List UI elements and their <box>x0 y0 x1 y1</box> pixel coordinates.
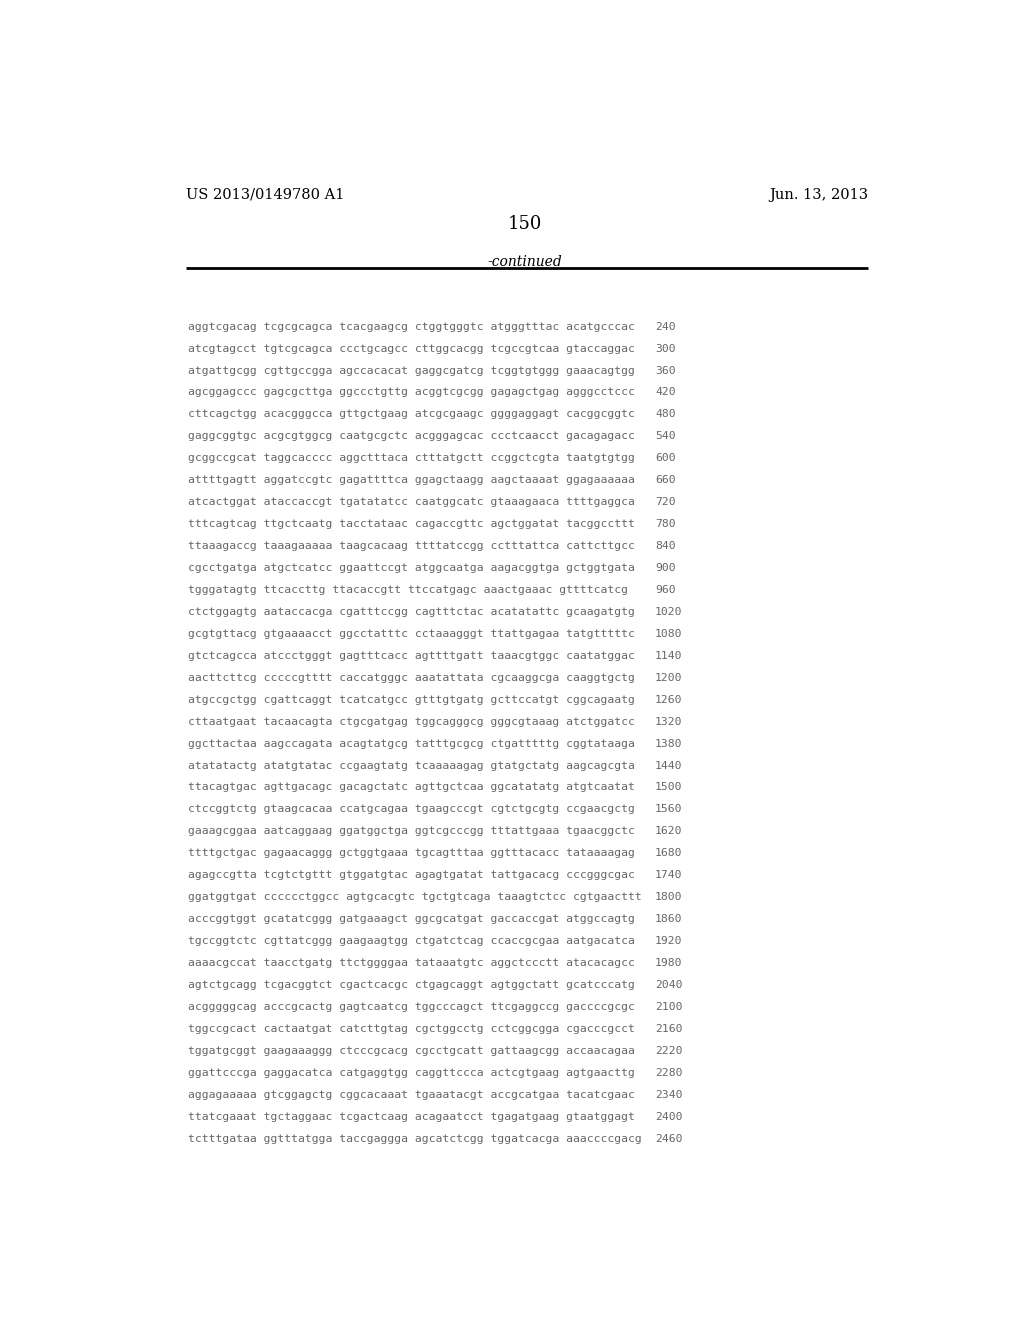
Text: ttttgctgac gagaacaggg gctggtgaaa tgcagtttaa ggtttacacc tataaaagag: ttttgctgac gagaacaggg gctggtgaaa tgcagtt… <box>188 849 635 858</box>
Text: atatatactg atatgtatac ccgaagtatg tcaaaaagag gtatgctatg aagcagcgta: atatatactg atatgtatac ccgaagtatg tcaaaaa… <box>188 760 635 771</box>
Text: 720: 720 <box>655 498 676 507</box>
Text: tgccggtctc cgttatcggg gaagaagtgg ctgatctcag ccaccgcgaa aatgacatca: tgccggtctc cgttatcggg gaagaagtgg ctgatct… <box>188 936 635 946</box>
Text: -continued: -continued <box>487 255 562 269</box>
Text: gaaagcggaa aatcaggaag ggatggctga ggtcgcccgg tttattgaaa tgaacggctc: gaaagcggaa aatcaggaag ggatggctga ggtcgcc… <box>188 826 635 837</box>
Text: atcgtagcct tgtcgcagca ccctgcagcc cttggcacgg tcgccgtcaa gtaccaggac: atcgtagcct tgtcgcagca ccctgcagcc cttggca… <box>188 343 635 354</box>
Text: atgccgctgg cgattcaggt tcatcatgcc gtttgtgatg gcttccatgt cggcagaatg: atgccgctgg cgattcaggt tcatcatgcc gtttgtg… <box>188 694 635 705</box>
Text: 1380: 1380 <box>655 739 683 748</box>
Text: 1920: 1920 <box>655 936 683 946</box>
Text: 2340: 2340 <box>655 1090 683 1100</box>
Text: ttaaagaccg taaagaaaaa taagcacaag ttttatccgg cctttattca cattcttgcc: ttaaagaccg taaagaaaaa taagcacaag ttttatc… <box>188 541 635 550</box>
Text: 540: 540 <box>655 432 676 441</box>
Text: ggcttactaa aagccagata acagtatgcg tatttgcgcg ctgatttttg cggtataaga: ggcttactaa aagccagata acagtatgcg tatttgc… <box>188 739 635 748</box>
Text: attttgagtt aggatccgtc gagattttca ggagctaagg aagctaaaat ggagaaaaaa: attttgagtt aggatccgtc gagattttca ggagcta… <box>188 475 635 486</box>
Text: 900: 900 <box>655 564 676 573</box>
Text: atcactggat ataccaccgt tgatatatcc caatggcatc gtaaagaaca ttttgaggca: atcactggat ataccaccgt tgatatatcc caatggc… <box>188 498 635 507</box>
Text: tttcagtcag ttgctcaatg tacctataac cagaccgttc agctggatat tacggccttt: tttcagtcag ttgctcaatg tacctataac cagaccg… <box>188 519 635 529</box>
Text: 2460: 2460 <box>655 1134 683 1143</box>
Text: 1080: 1080 <box>655 628 683 639</box>
Text: aggagaaaaa gtcggagctg cggcacaaat tgaaatacgt accgcatgaa tacatcgaac: aggagaaaaa gtcggagctg cggcacaaat tgaaata… <box>188 1090 635 1100</box>
Text: 600: 600 <box>655 453 676 463</box>
Text: aaaacgccat taacctgatg ttctggggaa tataaatgtc aggctccctt atacacagcc: aaaacgccat taacctgatg ttctggggaa tataaat… <box>188 958 635 968</box>
Text: ggatggtgat cccccctggcc agtgcacgtc tgctgtcaga taaagtctcc cgtgaacttt: ggatggtgat cccccctggcc agtgcacgtc tgctgt… <box>188 892 642 902</box>
Text: 1500: 1500 <box>655 783 683 792</box>
Text: 1200: 1200 <box>655 673 683 682</box>
Text: 1020: 1020 <box>655 607 683 616</box>
Text: ttatcgaaat tgctaggaac tcgactcaag acagaatcct tgagatgaag gtaatggagt: ttatcgaaat tgctaggaac tcgactcaag acagaat… <box>188 1111 635 1122</box>
Text: atgattgcgg cgttgccgga agccacacat gaggcgatcg tcggtgtggg gaaacagtgg: atgattgcgg cgttgccgga agccacacat gaggcga… <box>188 366 635 375</box>
Text: 1140: 1140 <box>655 651 683 661</box>
Text: cttcagctgg acacgggcca gttgctgaag atcgcgaagc ggggaggagt cacggcggtc: cttcagctgg acacgggcca gttgctgaag atcgcga… <box>188 409 635 420</box>
Text: 480: 480 <box>655 409 676 420</box>
Text: 960: 960 <box>655 585 676 595</box>
Text: cgcctgatga atgctcatcc ggaattccgt atggcaatga aagacggtga gctggtgata: cgcctgatga atgctcatcc ggaattccgt atggcaa… <box>188 564 635 573</box>
Text: gaggcggtgc acgcgtggcg caatgcgctc acgggagcac ccctcaacct gacagagacc: gaggcggtgc acgcgtggcg caatgcgctc acgggag… <box>188 432 635 441</box>
Text: Jun. 13, 2013: Jun. 13, 2013 <box>769 187 868 202</box>
Text: ctctggagtg aataccacga cgatttccgg cagtttctac acatatattc gcaagatgtg: ctctggagtg aataccacga cgatttccgg cagtttc… <box>188 607 635 616</box>
Text: aggtcgacag tcgcgcagca tcacgaagcg ctggtgggtc atgggtttac acatgcccac: aggtcgacag tcgcgcagca tcacgaagcg ctggtgg… <box>188 322 635 331</box>
Text: tgggatagtg ttcaccttg ttacaccgtt ttccatgagc aaactgaaac gttttcatcg: tgggatagtg ttcaccttg ttacaccgtt ttccatga… <box>188 585 629 595</box>
Text: 2160: 2160 <box>655 1024 683 1034</box>
Text: tctttgataa ggtttatgga taccgaggga agcatctcgg tggatcacga aaaccccgacg: tctttgataa ggtttatgga taccgaggga agcatct… <box>188 1134 642 1143</box>
Text: 1620: 1620 <box>655 826 683 837</box>
Text: acccggtggt gcatatcggg gatgaaagct ggcgcatgat gaccaccgat atggccagtg: acccggtggt gcatatcggg gatgaaagct ggcgcat… <box>188 915 635 924</box>
Text: 2040: 2040 <box>655 979 683 990</box>
Text: ttacagtgac agttgacagc gacagctatc agttgctcaa ggcatatatg atgtcaatat: ttacagtgac agttgacagc gacagctatc agttgct… <box>188 783 635 792</box>
Text: gtctcagcca atccctgggt gagtttcacc agttttgatt taaacgtggc caatatggac: gtctcagcca atccctgggt gagtttcacc agttttg… <box>188 651 635 661</box>
Text: 300: 300 <box>655 343 676 354</box>
Text: 2220: 2220 <box>655 1045 683 1056</box>
Text: tggatgcggt gaagaaaggg ctcccgcacg cgcctgcatt gattaagcgg accaacagaa: tggatgcggt gaagaaaggg ctcccgcacg cgcctgc… <box>188 1045 635 1056</box>
Text: 1740: 1740 <box>655 870 683 880</box>
Text: 1260: 1260 <box>655 694 683 705</box>
Text: gcggccgcat taggcacccc aggctttaca ctttatgctt ccggctcgta taatgtgtgg: gcggccgcat taggcacccc aggctttaca ctttatg… <box>188 453 635 463</box>
Text: acgggggcag acccgcactg gagtcaatcg tggcccagct ttcgaggccg gaccccgcgc: acgggggcag acccgcactg gagtcaatcg tggccca… <box>188 1002 635 1012</box>
Text: agcggagccc gagcgcttga ggccctgttg acggtcgcgg gagagctgag agggcctccc: agcggagccc gagcgcttga ggccctgttg acggtcg… <box>188 388 635 397</box>
Text: 1320: 1320 <box>655 717 683 726</box>
Text: agtctgcagg tcgacggtct cgactcacgc ctgagcaggt agtggctatt gcatcccatg: agtctgcagg tcgacggtct cgactcacgc ctgagca… <box>188 979 635 990</box>
Text: 1800: 1800 <box>655 892 683 902</box>
Text: 1860: 1860 <box>655 915 683 924</box>
Text: ctccggtctg gtaagcacaa ccatgcagaa tgaagcccgt cgtctgcgtg ccgaacgctg: ctccggtctg gtaagcacaa ccatgcagaa tgaagcc… <box>188 804 635 814</box>
Text: 780: 780 <box>655 519 676 529</box>
Text: 1980: 1980 <box>655 958 683 968</box>
Text: aacttcttcg cccccgtttt caccatgggc aaatattata cgcaaggcga caaggtgctg: aacttcttcg cccccgtttt caccatgggc aaatatt… <box>188 673 635 682</box>
Text: US 2013/0149780 A1: US 2013/0149780 A1 <box>186 187 344 202</box>
Text: gcgtgttacg gtgaaaacct ggcctatttc cctaaagggt ttattgagaa tatgtttttc: gcgtgttacg gtgaaaacct ggcctatttc cctaaag… <box>188 628 635 639</box>
Text: cttaatgaat tacaacagta ctgcgatgag tggcagggcg gggcgtaaag atctggatcc: cttaatgaat tacaacagta ctgcgatgag tggcagg… <box>188 717 635 726</box>
Text: ggattcccga gaggacatca catgaggtgg caggttccca actcgtgaag agtgaacttg: ggattcccga gaggacatca catgaggtgg caggttc… <box>188 1068 635 1077</box>
Text: 2400: 2400 <box>655 1111 683 1122</box>
Text: 1680: 1680 <box>655 849 683 858</box>
Text: 1440: 1440 <box>655 760 683 771</box>
Text: 420: 420 <box>655 388 676 397</box>
Text: tggccgcact cactaatgat catcttgtag cgctggcctg cctcggcgga cgacccgcct: tggccgcact cactaatgat catcttgtag cgctggc… <box>188 1024 635 1034</box>
Text: agagccgtta tcgtctgttt gtggatgtac agagtgatat tattgacacg cccgggcgac: agagccgtta tcgtctgttt gtggatgtac agagtga… <box>188 870 635 880</box>
Text: 240: 240 <box>655 322 676 331</box>
Text: 840: 840 <box>655 541 676 550</box>
Text: 1560: 1560 <box>655 804 683 814</box>
Text: 2100: 2100 <box>655 1002 683 1012</box>
Text: 2280: 2280 <box>655 1068 683 1077</box>
Text: 150: 150 <box>508 215 542 232</box>
Text: 360: 360 <box>655 366 676 375</box>
Text: 660: 660 <box>655 475 676 486</box>
